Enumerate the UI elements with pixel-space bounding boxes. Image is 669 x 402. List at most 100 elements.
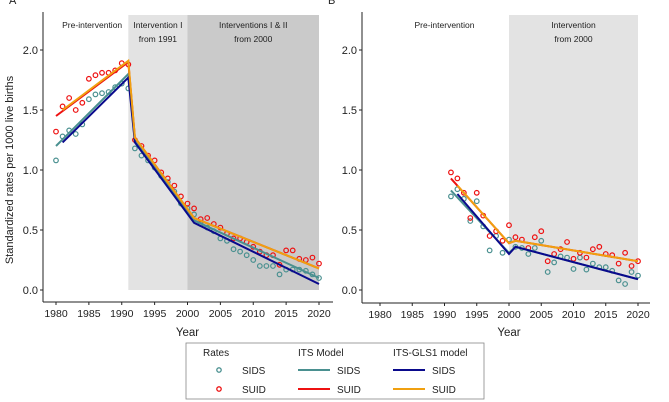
rate-point-suid: [506, 222, 512, 229]
legend-its-header: ITS Model: [298, 348, 344, 359]
rate-point-suid: [564, 239, 570, 245]
x-tick-label: 1990: [433, 309, 457, 321]
x-tick-label: 2010: [242, 308, 266, 320]
period-shade: [509, 15, 638, 290]
rate-point-sids: [615, 277, 622, 284]
y-tick-label: 1.5: [342, 105, 357, 117]
rate-point-suid: [92, 72, 99, 79]
rate-point-suid: [596, 243, 603, 250]
rate-point-suid: [628, 263, 635, 269]
x-tick-label: 2000: [176, 308, 200, 320]
legend-rates-sids: SIDS: [242, 366, 266, 377]
x-tick-label: 2020: [626, 309, 650, 321]
y-tick-label: 1.5: [23, 105, 38, 117]
rate-point-sids: [544, 269, 551, 275]
rate-point-suid: [59, 103, 66, 110]
rate-point-sids: [72, 131, 79, 137]
model-line-its-gls1-suid: [62, 58, 320, 270]
rate-point-sids: [583, 266, 590, 273]
y-axis-title: Standardized rates per 1000 live births: [4, 75, 16, 264]
rate-point-suid: [79, 99, 86, 106]
legend-gls-suid: SUID: [432, 385, 456, 396]
x-tick-label: 2005: [209, 308, 233, 320]
rate-point-suid: [583, 254, 590, 261]
rate-point-sids: [499, 249, 506, 256]
rate-point-suid: [448, 169, 454, 176]
panel-label: B: [328, 0, 335, 7]
y-tick-label: 1.0: [23, 165, 38, 177]
y-tick-label: 0.5: [342, 225, 357, 237]
y-tick-label: 0.0: [23, 285, 38, 297]
model-line-its-gls1-suid: [456, 184, 639, 263]
rate-point-sids: [531, 245, 538, 251]
x-tick-label: 1990: [110, 308, 134, 320]
rate-point-suid: [512, 234, 519, 241]
period-label: Pre-intervention: [414, 20, 474, 30]
rate-point-suid: [72, 107, 79, 113]
rate-point-suid: [171, 182, 178, 189]
rate-point-sids: [92, 91, 99, 98]
x-tick-label: 2020: [307, 308, 331, 320]
x-tick-label: 1980: [44, 308, 68, 320]
x-tick-label: 1995: [143, 308, 167, 320]
x-tick-label: 1995: [465, 309, 489, 321]
legend-box: [185, 342, 485, 400]
rate-point-sids: [622, 281, 628, 287]
legend-gls-header: ITS-GLS1 model: [393, 348, 467, 359]
rate-point-sids: [276, 271, 283, 278]
rate-point-sids: [538, 237, 545, 244]
rate-point-sids: [602, 264, 609, 271]
rate-point-sids: [243, 252, 250, 259]
rate-point-suid: [99, 69, 105, 76]
y-tick-label: 2.0: [342, 45, 357, 57]
y-tick-label: 1.0: [342, 165, 357, 177]
x-tick-label: 1980: [368, 309, 392, 321]
period-label: Intervention I: [133, 20, 182, 30]
x-tick-label: 2005: [530, 309, 554, 321]
legend-rates-header: Rates: [203, 348, 229, 359]
rate-point-sids: [570, 266, 577, 272]
rate-point-sids: [635, 272, 641, 279]
rate-point-suid: [454, 175, 461, 182]
rate-point-suid: [66, 95, 73, 101]
rate-point-suid: [53, 128, 59, 135]
rate-point-suid: [85, 75, 92, 82]
rate-point-sids: [53, 157, 59, 164]
rate-point-suid: [589, 246, 596, 253]
period-label: from 2000: [554, 34, 593, 44]
rate-point-sids: [486, 247, 493, 254]
x-tick-label: 2015: [274, 308, 298, 320]
period-label: from 2000: [234, 34, 273, 44]
rate-point-suid: [499, 237, 506, 244]
rate-point-sids: [551, 259, 558, 266]
model-line-its-gls1-sids: [61, 75, 320, 285]
x-tick-label: 2015: [594, 309, 618, 321]
rate-point-sids: [230, 246, 237, 253]
rate-point-sids: [85, 96, 92, 103]
period-label: from 1991: [139, 34, 178, 44]
rate-point-suid: [615, 260, 622, 267]
rate-point-sids: [131, 145, 138, 152]
x-axis-title: Year: [497, 327, 520, 339]
period-label: Pre-intervention: [62, 20, 122, 30]
legend-rates-suid: SUID: [242, 385, 266, 396]
rate-point-suid: [570, 255, 577, 262]
rate-point-suid: [283, 247, 290, 254]
rate-point-sids: [467, 218, 474, 224]
legend: Rates ITS Model ITS-GLS1 model SIDS SUID…: [185, 342, 485, 400]
panel-a: Pre-intervention Intervention I from 1991 I…: [4, 0, 333, 339]
rate-point-suid: [316, 260, 322, 267]
rate-point-sids: [525, 251, 532, 257]
rate-point-suid: [184, 200, 191, 207]
rate-point-suid: [467, 215, 474, 221]
rate-point-suid: [486, 233, 493, 239]
period-shade: [128, 15, 188, 290]
rate-point-sids: [99, 90, 105, 97]
panel-label: A: [9, 0, 17, 7]
x-axis-title: Year: [176, 327, 199, 339]
rate-point-suid: [544, 258, 551, 265]
rate-point-suid: [531, 234, 538, 241]
y-tick-label: 0.5: [23, 225, 38, 237]
legend-suid-point: [216, 386, 222, 392]
